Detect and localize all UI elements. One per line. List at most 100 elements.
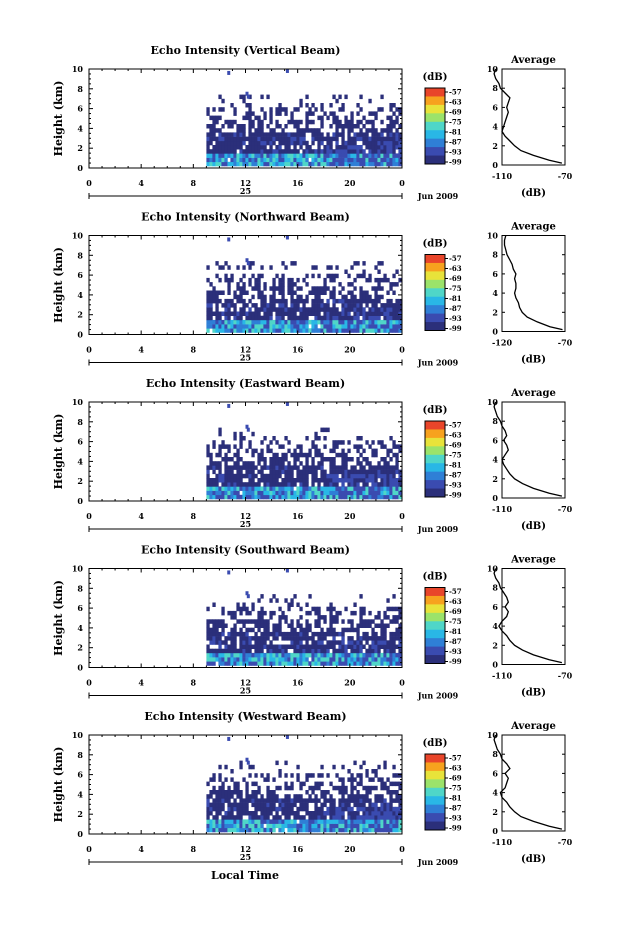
echo-cell [353,610,357,616]
echo-cell [248,619,252,624]
echo-cell [224,328,228,333]
echo-cell [314,294,318,300]
echo-cell [365,790,369,795]
echo-cell [251,602,255,607]
echo-cell [374,769,378,774]
echo-cell [329,103,333,108]
echo-cell [383,819,387,824]
echo-cell [227,136,231,142]
echo-cell [257,132,261,137]
echo-cell [314,815,318,820]
echo-cell [338,648,342,654]
echo-cell [374,328,378,333]
echo-cell [395,298,399,304]
echo-cell [362,606,366,612]
echo-cell [347,490,351,496]
echo-cell [365,640,369,645]
echo-cell [245,811,249,816]
echo-cell [347,440,351,445]
echo-cell [287,811,291,816]
echo-cell [233,452,237,458]
echo-cell [371,478,375,483]
echo-cell [383,153,387,158]
echo-cell [395,615,399,620]
echo-cell [296,644,300,649]
echo-cell [233,436,237,441]
echo-cell [266,631,270,637]
echo-cell [209,627,213,633]
echo-cell [212,145,216,150]
echo-cell [272,469,276,475]
echo-cell [329,324,333,329]
echo-cell [374,794,378,799]
echo-cell [299,328,303,333]
echo-cell [329,652,333,658]
echo-cell [305,461,309,466]
echo-cell [233,623,237,628]
colorbar-swatch [425,296,445,306]
echo-cell [272,802,276,808]
echo-cell [251,469,255,475]
echo-cell [386,640,390,645]
echo-cell [281,273,285,279]
echo-cell [308,785,312,791]
echo-cell [263,623,267,628]
echo-cell [395,827,399,833]
echo-cell [365,136,369,142]
echo-cell [299,827,303,833]
echo-cell [359,802,363,808]
echo-cell [392,111,396,116]
echo-cell [374,827,378,833]
echo-cell [362,610,366,616]
echo-cell [311,298,315,304]
echo-cell [380,631,384,637]
echo-cell [320,319,324,325]
echo-cell [275,644,279,649]
echo-cell [380,827,384,833]
echo-cell [398,823,402,829]
echo-cell [212,298,216,304]
echo-cell [239,819,243,824]
echo-cell [248,265,252,270]
echo-cell [230,652,234,658]
echo-cell [326,482,330,487]
echo-cell [341,827,345,833]
echo-cell [365,619,369,624]
echo-cell [272,790,276,795]
echo-cell [212,631,216,637]
echo-cell [389,315,393,321]
echo-cell [266,777,270,782]
echo-cell [362,319,366,325]
x-tick-label: 16 [292,345,304,355]
echo-cell [308,469,312,475]
echo-cell [314,811,318,816]
echo-cell [359,149,363,154]
echo-cell [254,132,258,137]
echo-cell [266,448,270,454]
echo-cell [365,311,369,316]
echo-cell [353,478,357,483]
echo-cell [353,145,357,150]
x-tick-label: 8 [191,178,197,188]
echo-cell [212,652,216,658]
echo-cell [233,161,237,167]
echo-cell [263,132,267,137]
echo-cell [368,823,372,829]
echo-cell [386,473,390,479]
echo-cell [356,815,360,820]
echo-cell [311,790,315,795]
echo-cell [356,652,360,658]
echo-cell [209,153,213,158]
echo-cell [371,823,375,829]
echo-cell [278,315,282,321]
echo-cell [209,452,213,458]
echo-cell [335,311,339,316]
echo-cell [341,627,345,633]
echo-cell [383,652,387,658]
echo-cell [398,303,402,308]
echo-cell [287,282,291,287]
echo-cell [269,490,273,496]
echo-cell [398,328,402,333]
average-title: Average [510,55,556,66]
echo-cell [362,819,366,824]
